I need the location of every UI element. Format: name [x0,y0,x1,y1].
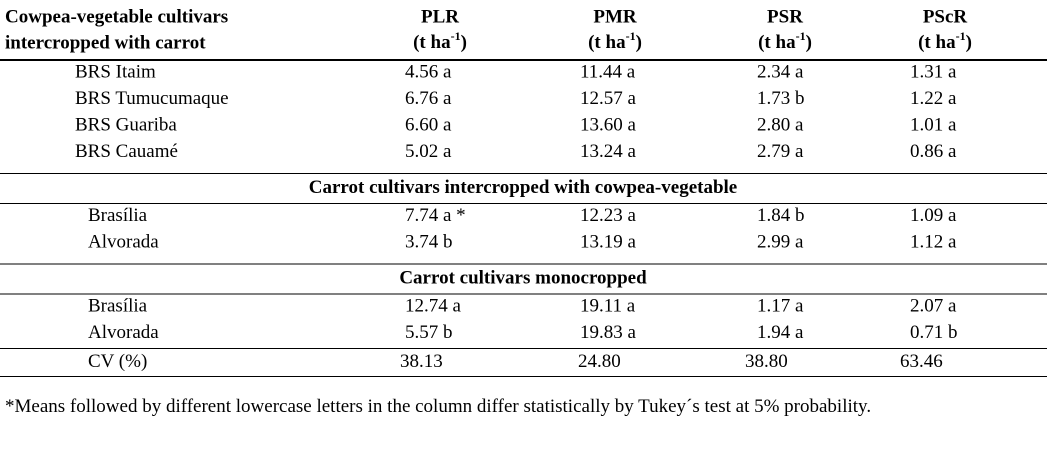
cv-value: 38.80 [745,351,788,372]
unit-close: ) [966,32,972,53]
column-unit: (t ha-1) [413,29,467,54]
cell: 0.86 a [910,141,957,162]
column-name: PMR [593,6,637,27]
column-unit: (t ha-1) [918,29,972,54]
cell: 13.24 a [580,141,637,162]
cv-value: 63.46 [900,351,943,372]
unit-exponent: -1 [451,29,461,43]
unit-exponent: -1 [956,29,966,43]
row-label: BRS Guariba [75,114,177,135]
unit-close: ) [636,32,642,53]
cell: 13.60 a [580,114,637,135]
cell: 2.07 a [910,295,957,316]
cell: 19.11 a [580,295,636,316]
cell: 1.94 a [757,322,804,343]
cell: 5.02 a [405,141,452,162]
cell: 1.01 a [910,114,957,135]
cell: 3.74 b [405,231,453,252]
unit: (t ha [413,32,451,53]
cell: 2.99 a [757,231,804,252]
column-unit: (t ha-1) [588,29,642,54]
cell: 2.79 a [757,141,804,162]
cell: 2.34 a [757,61,804,82]
column-name: PScR [923,6,968,27]
unit-exponent: -1 [796,29,806,43]
column-name: PSR [767,6,803,27]
cell: 4.56 a [405,61,452,82]
unit-exponent: -1 [626,29,636,43]
cell: 1.84 b [757,205,805,226]
row-label: Alvorada [88,231,159,252]
cell: 1.09 a [910,205,957,226]
cell: 1.22 a [910,88,957,109]
group-title: Carrot cultivars intercropped with cowpe… [309,177,737,198]
column-unit: (t ha-1) [758,29,812,54]
cell: 12.23 a [580,205,637,226]
cell: 12.74 a [405,295,462,316]
cv-value: 24.80 [578,351,621,372]
footnote: *Means followed by different lowercase l… [5,396,872,417]
cell: 12.57 a [580,88,637,109]
cell: 11.44 a [580,61,636,82]
group-title: Carrot cultivars monocropped [399,267,647,288]
cv-label: CV (%) [88,351,147,372]
cell: 2.80 a [757,114,804,135]
row-label: BRS Tumucumaque [75,88,229,109]
row-label: BRS Cauamé [75,141,178,162]
row-label: Brasília [88,205,148,226]
unit: (t ha [588,32,626,53]
column-name: PLR [421,6,459,27]
cell: 13.19 a [580,231,637,252]
table: Cowpea-vegetable cultivars intercropped w… [0,6,1047,377]
cell: 6.76 a [405,88,452,109]
cell: 19.83 a [580,322,637,343]
header-label: Cowpea-vegetable cultivars [5,6,228,27]
cell: 7.74 a * [405,205,466,226]
cell: 0.71 b [910,322,958,343]
unit-close: ) [806,32,812,53]
row-label: Brasília [88,295,148,316]
cell: 1.12 a [910,231,957,252]
unit: (t ha [758,32,796,53]
cell: 6.60 a [405,114,452,135]
header-label: intercropped with carrot [5,32,206,53]
row-label: BRS Itaim [75,61,156,82]
cell: 1.17 a [757,295,804,316]
cell: 5.57 b [405,322,453,343]
unit: (t ha [918,32,956,53]
row-label: Alvorada [88,322,159,343]
cv-value: 38.13 [400,351,443,372]
cell: 1.31 a [910,61,957,82]
cell: 1.73 b [757,88,805,109]
unit-close: ) [461,32,467,53]
